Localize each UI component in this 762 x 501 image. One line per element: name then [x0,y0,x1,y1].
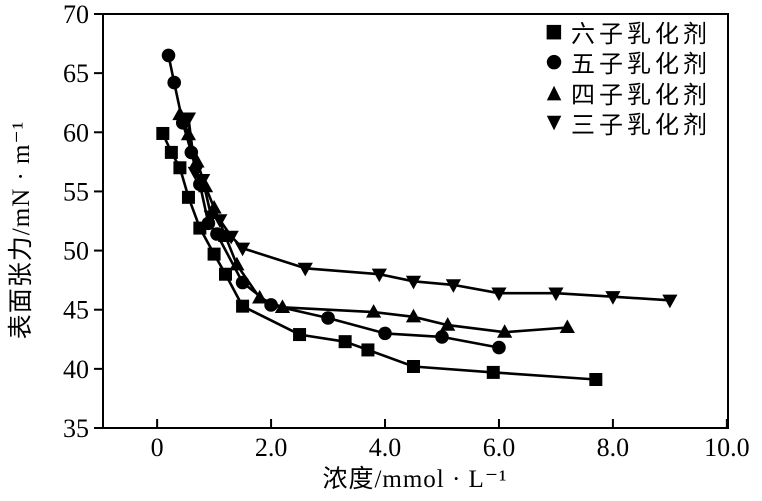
marker-circle-circle [435,330,449,344]
y-tick-label: 50 [63,237,89,266]
legend: ■ 六子乳化剂 ● 五子乳化剂 ▲ 四子乳化剂 ▼ 三子乳化剂 [543,16,711,140]
marker-triangle-down-triangle-down [405,275,422,290]
axes-frame [102,13,729,429]
x-tick-label: 2.0 [255,433,288,462]
marker-triangle-down-triangle-down [223,230,239,245]
x-tick-label: 0 [151,433,164,462]
x-tick-label: 6.0 [483,433,516,462]
marker-triangle-down-triangle-down [187,166,203,181]
marker-square-square [164,145,178,159]
y-tick-label: 70 [63,0,89,29]
marker-square-square [173,161,187,175]
marker-triangle-up-triangle-up [366,304,382,318]
triangle-up-marker-icon: ▲ [546,80,562,103]
marker-square-square [486,365,500,379]
circle-marker-icon: ● [545,50,563,73]
marker-triangle-down-triangle-down [548,287,564,302]
marker-square-square [361,343,375,357]
series-line-triangle-down [187,117,670,302]
y-tick-label: 65 [63,59,89,88]
x-axis-title: 浓度/mmol · L⁻¹ [322,466,508,493]
marker-square-square [338,335,352,349]
y-tick-label: 45 [63,296,89,325]
marker-square-square [293,328,307,342]
marker-triangle-up-triangle-up [229,256,245,271]
marker-triangle-up-triangle-up [180,126,197,141]
marker-triangle-up-triangle-up [274,299,291,313]
marker-square-square [181,190,195,204]
legend-label: 五子乳化剂 [571,52,711,79]
marker-circle-circle [210,227,224,241]
marker-triangle-down-triangle-down [234,242,251,257]
marker-circle-circle [167,75,182,90]
y-tick-label: 40 [63,355,89,384]
marker-triangle-up-triangle-up [497,324,513,338]
marker-square-square [236,299,250,313]
legend-item-2: ● 五子乳化剂 [543,47,711,79]
marker-triangle-down-triangle-down [605,291,621,305]
marker-square-square [156,126,170,140]
triangle-down-marker-icon: ▼ [546,111,562,134]
marker-square-square [207,247,221,261]
legend-item-3: ▲ 四子乳化剂 [543,77,711,109]
marker-triangle-down-triangle-down [371,268,387,283]
marker-circle-circle [321,311,335,325]
y-tick-label: 60 [63,118,89,147]
marker-square-square [589,373,603,387]
marker-triangle-down-triangle-down [297,262,313,277]
marker-triangle-up-triangle-up [440,317,456,331]
x-tick-label: 10.0 [704,433,750,462]
marker-circle-circle [161,48,176,63]
marker-triangle-down-triangle-down [180,112,197,127]
marker-circle-circle [492,340,506,355]
marker-triangle-down-triangle-down [491,287,507,302]
marker-triangle-down-triangle-down [212,214,228,228]
marker-triangle-up-triangle-up [559,319,575,334]
legend-item-1: ■ 六子乳化剂 [543,16,711,48]
square-marker-icon: ■ [545,19,563,42]
legend-item-4: ▼ 三子乳化剂 [543,108,711,140]
series-line-circle [167,55,500,349]
legend-label: 六子乳化剂 [571,21,711,48]
marker-circle-circle [378,326,392,341]
x-tick-label: 4.0 [369,433,402,462]
marker-triangle-up-triangle-up [252,289,268,304]
x-tick-label: 8.0 [597,433,630,462]
marker-triangle-down-triangle-down [445,279,461,293]
marker-square-square [218,267,232,281]
marker-square-square [407,359,421,373]
marker-triangle-up-triangle-up [405,308,422,323]
legend-label: 四子乳化剂 [571,82,711,109]
y-axis-title: 表面张力/mN · m⁻¹ [8,120,35,340]
marker-triangle-down-triangle-down [203,210,219,225]
marker-triangle-down-triangle-down [662,294,678,309]
y-tick-label: 35 [63,414,89,443]
y-tick-label: 55 [63,177,89,206]
marker-triangle-down-triangle-down [195,174,211,188]
marker-triangle-up-triangle-up [197,178,214,193]
legend-label: 三子乳化剂 [571,113,711,140]
